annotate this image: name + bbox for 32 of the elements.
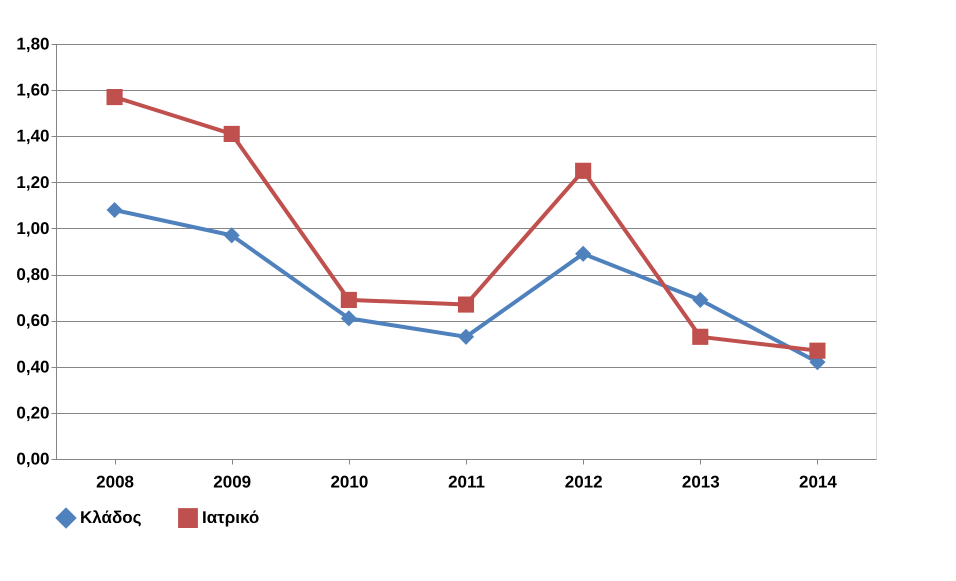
y-tick-label: 0,20: [16, 403, 50, 422]
point: [340, 310, 357, 326]
y-tick-label: 0,00: [16, 450, 50, 468]
x-tick-label: 2010: [330, 472, 368, 492]
point: [809, 342, 826, 359]
y-tick-label: 1,40: [16, 126, 50, 146]
point: [224, 227, 240, 244]
x-tick-label: 2013: [682, 472, 720, 492]
x-tick-label: 2008: [96, 472, 134, 492]
y-tick-label: 0,60: [16, 311, 50, 330]
y-tick-label: 0,80: [16, 265, 50, 284]
point: [692, 328, 708, 345]
point: [340, 292, 357, 308]
x-tick-label: 2011: [448, 472, 485, 492]
legend-label: Ιατρικό: [202, 508, 260, 528]
point: [575, 162, 592, 179]
point: [224, 126, 240, 142]
point: [458, 296, 474, 313]
y-tick-label: 1,00: [16, 218, 50, 238]
y-tick-label: 1,20: [16, 172, 50, 192]
point: [575, 246, 592, 262]
point: [106, 88, 123, 106]
point: [692, 292, 708, 308]
point: [106, 202, 123, 218]
x-tick-label: 2009: [213, 472, 252, 492]
y-tick-label: 1,80: [16, 34, 50, 54]
legend-label: Κλάδος: [80, 508, 142, 528]
x-tick-label: 2012: [564, 472, 603, 492]
y-tick-label: 0,40: [16, 357, 50, 376]
point: [458, 328, 474, 345]
y-tick-label: 1,60: [16, 80, 50, 100]
x-tick-label: 2014: [799, 472, 838, 492]
